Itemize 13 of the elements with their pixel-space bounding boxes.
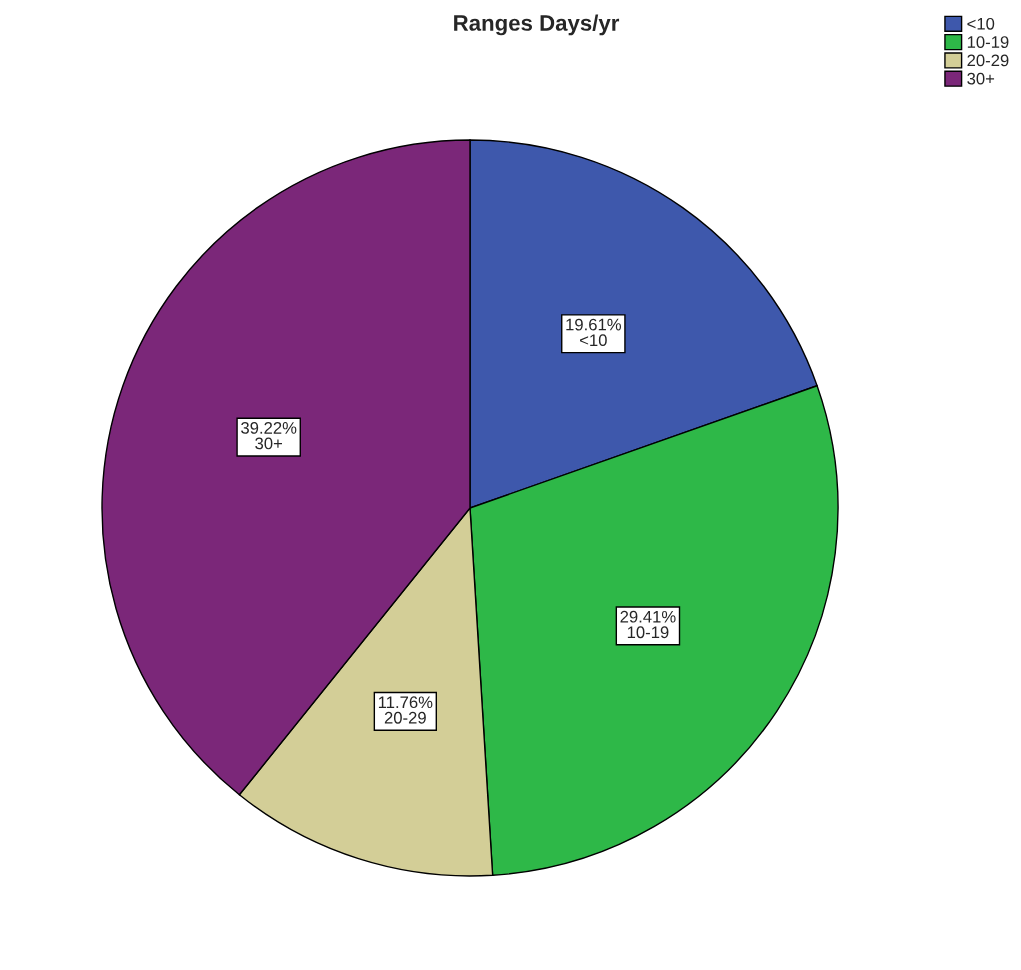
- slice-label: 30+: [255, 437, 282, 450]
- legend-label: <10: [967, 17, 995, 30]
- slice-label: <10: [580, 334, 607, 347]
- legend-label: 10-19: [967, 36, 1009, 48]
- data-label: 11.76%: [378, 696, 433, 709]
- data-label: 29.41%: [620, 610, 676, 623]
- slice-label: 20-29: [384, 711, 426, 724]
- data-label: 19.61%: [566, 318, 621, 331]
- legend-label: 20-29: [967, 54, 1009, 67]
- data-label: 39.22%: [241, 421, 297, 434]
- slice-label: 10-19: [627, 626, 669, 639]
- chart-title: Ranges Days/yr: [454, 14, 620, 36]
- legend-label: 30+: [967, 72, 995, 85]
